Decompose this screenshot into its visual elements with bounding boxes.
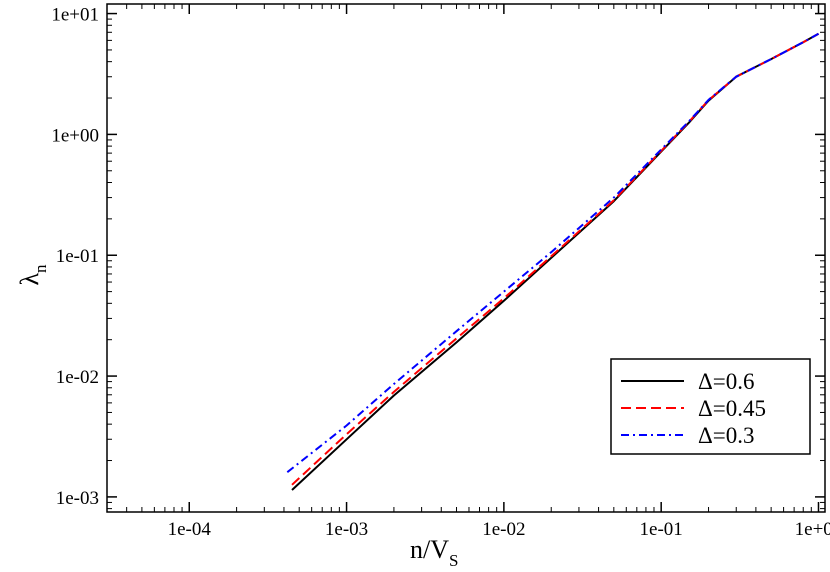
svg-text:λn: λn	[15, 264, 50, 286]
x-tick-label: 1e-04	[168, 519, 212, 540]
series-lines	[286, 32, 819, 491]
y-axis-title-main: λ	[15, 273, 44, 286]
axis-ticks: 1e-04 1e-03 1e-02 1e-01 1e+00 1e-03 1e-02 1e-01…	[51, 4, 830, 540]
y-tick-label: 1e-01	[56, 246, 99, 267]
y-tick-label: 1e+00	[51, 125, 99, 146]
y-tick-label: 1e+01	[51, 5, 99, 26]
x-axis-title-main: n/V	[410, 535, 449, 564]
plot-frame	[106, 3, 826, 513]
x-tick-label: 1e-02	[482, 519, 525, 540]
x-axis-title: n/VS	[410, 535, 458, 570]
x-tick-label: 1e-03	[325, 519, 368, 540]
x-axis-title-sub: S	[449, 551, 458, 570]
y-tick-label: 1e-03	[56, 488, 99, 509]
y-axis-title: λn	[15, 264, 50, 286]
y-axis-title-sub: n	[31, 264, 50, 273]
legend-label-0: Δ=0.6	[698, 369, 755, 394]
legend-label-2: Δ=0.3	[698, 423, 755, 448]
x-tick-label: 1e+00	[795, 519, 830, 540]
legend: Δ=0.6 Δ=0.45 Δ=0.3	[610, 358, 811, 455]
legend-box	[610, 358, 811, 455]
x-tick-label: 1e-01	[640, 519, 683, 540]
series-line-2	[286, 32, 819, 473]
y-tick-label: 1e-02	[56, 367, 99, 388]
legend-label-1: Δ=0.45	[698, 396, 766, 421]
